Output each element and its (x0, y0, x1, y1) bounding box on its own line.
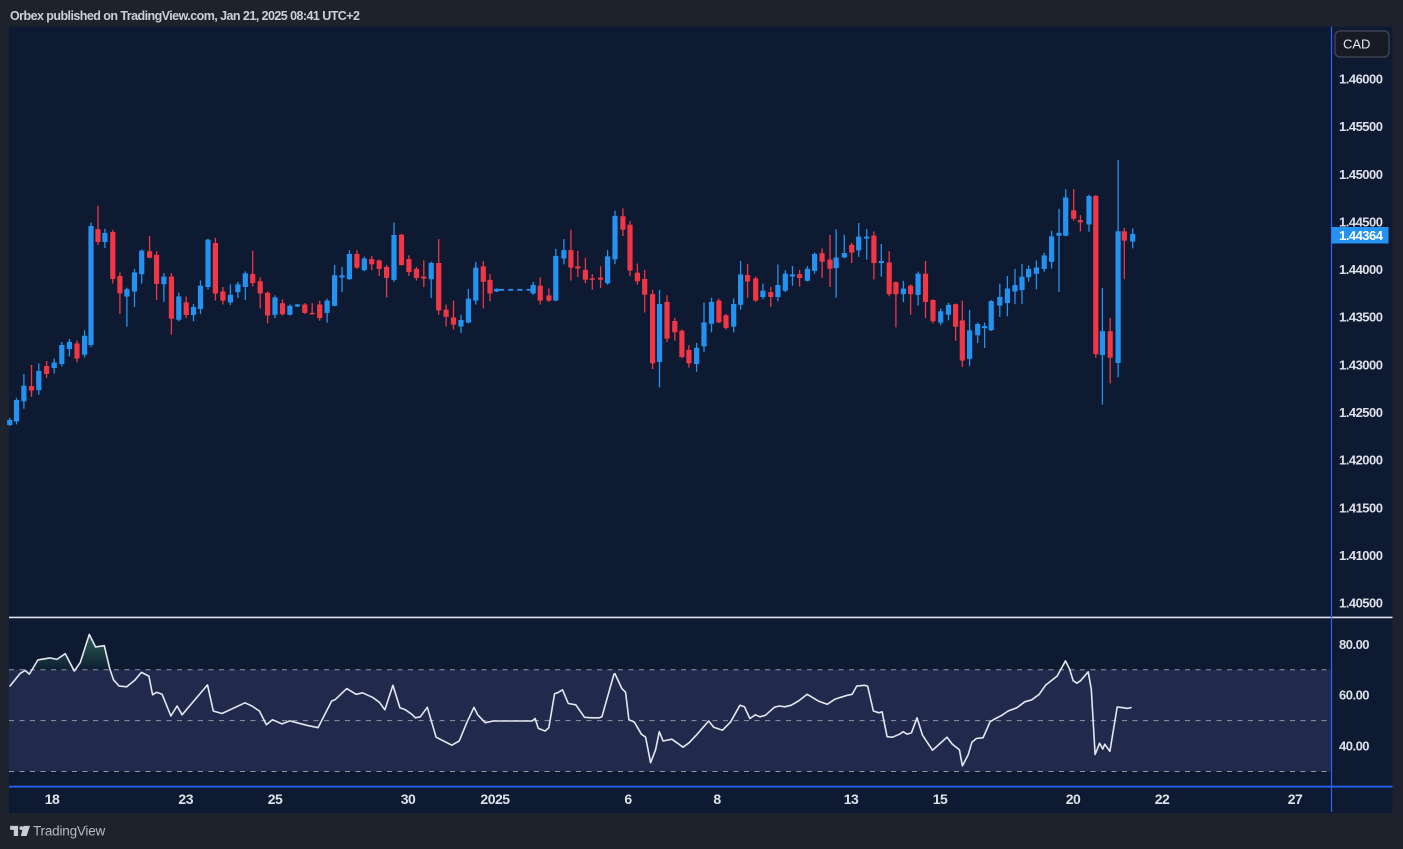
svg-text:1.43500: 1.43500 (1339, 310, 1383, 325)
svg-text:23: 23 (178, 791, 193, 807)
svg-text:Orbex published on TradingView: Orbex published on TradingView.com, Jan … (10, 9, 360, 23)
svg-text:6: 6 (624, 791, 632, 807)
svg-text:22: 22 (1155, 791, 1170, 807)
svg-text:80.00: 80.00 (1339, 637, 1369, 652)
svg-text:1.44364: 1.44364 (1339, 228, 1384, 243)
svg-text:27: 27 (1288, 791, 1303, 807)
svg-text:25: 25 (268, 791, 283, 807)
svg-text:30: 30 (401, 791, 416, 807)
svg-text:2025: 2025 (480, 791, 510, 807)
svg-text:15: 15 (933, 791, 948, 807)
svg-text:1.45000: 1.45000 (1339, 167, 1383, 182)
svg-text:1.41000: 1.41000 (1339, 548, 1383, 563)
svg-text:TradingView: TradingView (33, 824, 106, 839)
svg-text:1.45500: 1.45500 (1339, 119, 1383, 134)
svg-text:1.41500: 1.41500 (1339, 500, 1383, 515)
svg-text:60.00: 60.00 (1339, 688, 1369, 703)
svg-text:20: 20 (1066, 791, 1081, 807)
svg-text:1.46000: 1.46000 (1339, 72, 1383, 87)
svg-text:1.44000: 1.44000 (1339, 262, 1383, 277)
svg-text:1.43000: 1.43000 (1339, 357, 1383, 372)
svg-text:1.42500: 1.42500 (1339, 405, 1383, 420)
svg-text:1.44500: 1.44500 (1339, 215, 1383, 230)
svg-text:1.42000: 1.42000 (1339, 453, 1383, 468)
svg-text:CAD: CAD (1343, 37, 1370, 52)
svg-text:13: 13 (844, 791, 859, 807)
svg-text:1.40500: 1.40500 (1339, 596, 1383, 611)
svg-text:40.00: 40.00 (1339, 739, 1369, 754)
svg-text:8: 8 (713, 791, 721, 807)
svg-text:18: 18 (45, 791, 60, 807)
